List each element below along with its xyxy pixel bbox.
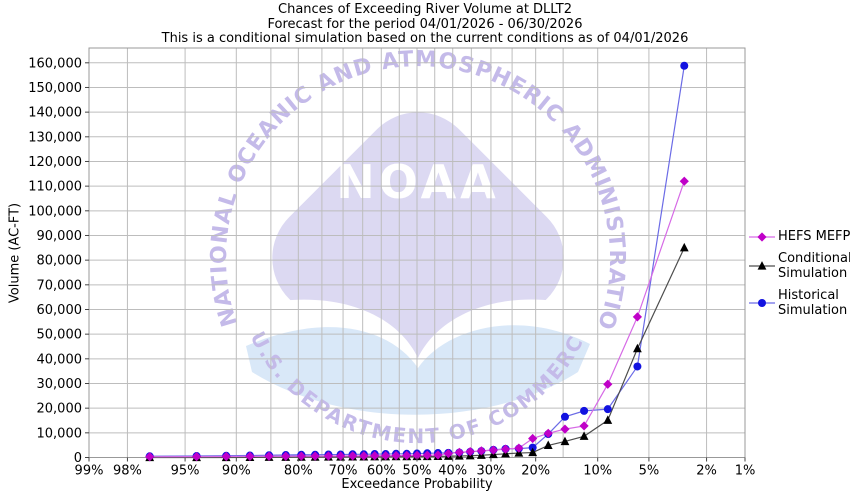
svg-text:60,000: 60,000 [37, 303, 83, 318]
svg-text:60%: 60% [367, 464, 396, 479]
svg-text:10,000: 10,000 [37, 426, 83, 441]
svg-text:40,000: 40,000 [37, 352, 83, 367]
svg-text:90,000: 90,000 [37, 229, 83, 244]
chart-title: Chances of Exceeding River Volume at DLL… [278, 2, 572, 17]
legend-label-historical-simulation: Historical Simulation [778, 288, 848, 318]
svg-text:90%: 90% [222, 464, 251, 479]
noaa-sea-shape [246, 325, 590, 415]
legend-item-historical-simulation: Historical Simulation [748, 288, 850, 318]
svg-text:50%: 50% [403, 464, 432, 479]
svg-text:130,000: 130,000 [28, 130, 82, 145]
gridlines [89, 48, 745, 458]
legend-item-hefs-mefp: HEFS MEFP [748, 229, 850, 244]
svg-text:150,000: 150,000 [28, 81, 82, 96]
noaa-wordmark: NOAA [336, 155, 500, 209]
chart-note: This is a conditional simulation based o… [161, 31, 689, 46]
hefs-mefp-marker-icon [749, 231, 775, 242]
svg-text:5%: 5% [639, 464, 660, 479]
data-series [145, 61, 689, 462]
svg-text:2%: 2% [696, 464, 717, 479]
svg-text:1%: 1% [735, 464, 756, 479]
historical-simulation-marker-icon [749, 299, 775, 307]
legend-label-conditional-simulation: Conditional Simulation [778, 251, 850, 281]
svg-text:40%: 40% [438, 464, 467, 479]
svg-text:80%: 80% [284, 464, 313, 479]
y-axis-title: Volume (AC-FT) [7, 202, 23, 304]
x-axis-title: Exceedance Probability [341, 477, 493, 492]
svg-text:20%: 20% [521, 464, 550, 479]
svg-text:110,000: 110,000 [28, 180, 82, 195]
svg-text:160,000: 160,000 [28, 56, 82, 71]
conditional-simulation-marker-icon [749, 261, 775, 270]
svg-text:98%: 98% [113, 464, 142, 479]
svg-text:10%: 10% [583, 464, 612, 479]
svg-text:70%: 70% [329, 464, 358, 479]
axis-ticks-and-labels: 0 10,000 20,000 30,000 40,000 50,000 60,000 70,… [28, 56, 755, 478]
svg-text:80,000: 80,000 [37, 254, 83, 269]
svg-text:30,000: 30,000 [37, 377, 83, 392]
svg-text:70,000: 70,000 [37, 278, 83, 293]
svg-text:30%: 30% [476, 464, 505, 479]
svg-text:20,000: 20,000 [37, 402, 83, 417]
svg-text:120,000: 120,000 [28, 155, 82, 170]
legend-item-conditional-simulation: Conditional Simulation [748, 251, 850, 281]
svg-text:140,000: 140,000 [28, 106, 82, 121]
svg-text:50,000: 50,000 [37, 328, 83, 343]
legend-label-hefs-mefp: HEFS MEFP [778, 229, 850, 244]
legend: HEFS MEFP Conditional Simulation Histori… [748, 229, 850, 318]
noaa-watermark: NOAA NATIONAL OCEANIC AND ATMOSPHERIC AD… [0, 0, 629, 449]
svg-text:100,000: 100,000 [28, 204, 82, 219]
svg-text:0: 0 [74, 451, 82, 466]
svg-text:99%: 99% [75, 464, 104, 479]
chart-titles: Chances of Exceeding River Volume at DLL… [0, 2, 850, 47]
chart-subtitle: Forecast for the period 04/01/2026 - 06/… [267, 16, 583, 32]
svg-text:95%: 95% [171, 464, 200, 479]
